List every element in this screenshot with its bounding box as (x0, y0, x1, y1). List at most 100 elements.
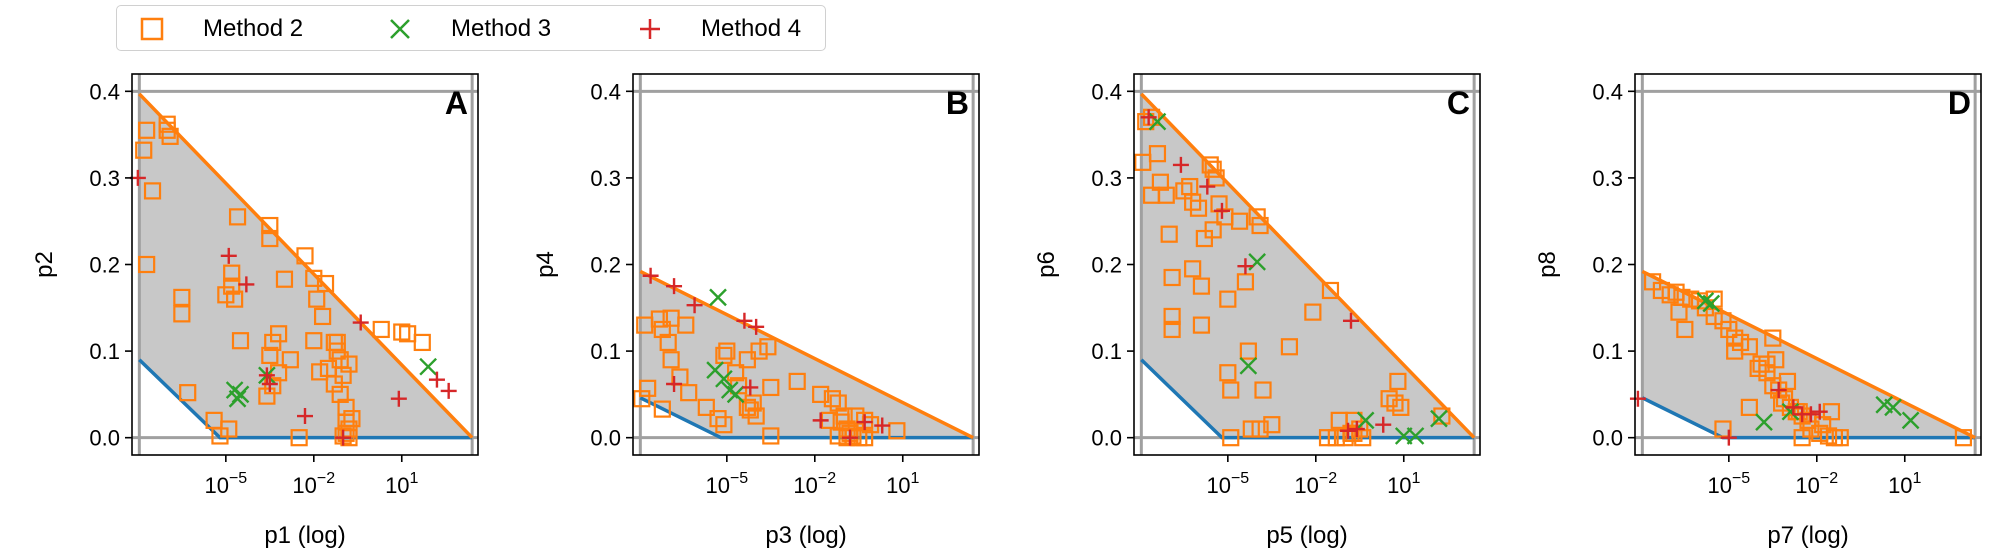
data-point-plus (856, 414, 873, 431)
data-point-square (264, 377, 282, 395)
y-tick-label: 0.0 (89, 426, 120, 451)
data-point-square (741, 401, 759, 419)
legend-item-method-4: Method 4 (637, 6, 801, 52)
data-point-square (1192, 316, 1211, 334)
data-point-square (231, 332, 250, 350)
data-point-square (328, 333, 346, 352)
data-point-square (1204, 221, 1222, 239)
x-axis-label: p7 (log) (1767, 522, 1848, 549)
data-point-plus (874, 417, 891, 434)
data-point-square (1814, 416, 1832, 434)
data-point-plus (1629, 390, 1646, 407)
data-point-square (1726, 329, 1744, 347)
data-point-square (1705, 307, 1723, 326)
data-point-square (393, 323, 411, 341)
data-point-plus (220, 247, 237, 264)
data-point-plus (258, 367, 275, 384)
y-axis-label: p6 (1033, 251, 1060, 278)
y-tick-label: 0.0 (1592, 426, 1623, 451)
data-point-square (223, 277, 241, 295)
data-point-plus (261, 375, 278, 392)
data-point-square (173, 288, 191, 307)
y-axis-label: p8 (1534, 251, 1561, 278)
data-point-square (1773, 394, 1791, 412)
data-point-plus (1811, 403, 1828, 420)
data-point-square (226, 290, 244, 308)
data-point-square (1682, 290, 1700, 308)
legend-label: Method 3 (451, 15, 552, 42)
data-point-square (1778, 372, 1797, 390)
data-point-plus (1785, 399, 1802, 416)
data-point-x (419, 357, 438, 376)
data-point-square (1248, 208, 1266, 226)
data-point-square (331, 385, 349, 403)
legend-label: Method 2 (203, 15, 304, 42)
data-point-square (1676, 320, 1694, 339)
data-point-square (829, 427, 847, 445)
y-tick-label: 0.3 (1592, 166, 1623, 191)
x-marker-icon (390, 19, 410, 39)
data-point-square (1280, 338, 1299, 356)
data-point-plus (1348, 421, 1365, 438)
data-point-plus (440, 382, 457, 399)
data-point-square (1222, 429, 1240, 447)
y-tick-label: 0.4 (590, 79, 621, 104)
data-point-square (823, 390, 841, 408)
y-tick-label: 0.4 (89, 79, 120, 104)
data-point-square (1207, 169, 1225, 187)
chart-panel-c: 0.0 0.1 0.2 0.3 0.4 10−5 10−2 101 p5 (log) p6 C (1033, 73, 1481, 549)
data-point-x (1884, 398, 1902, 417)
data-point-square (337, 424, 355, 442)
data-point-square (1242, 420, 1260, 438)
data-point-square (653, 320, 671, 339)
data-point-square (1758, 355, 1776, 373)
data-point-plus (642, 267, 659, 284)
data-point-square (261, 346, 279, 365)
y-tick-label: 0.3 (1091, 166, 1122, 191)
data-point-square (1195, 229, 1213, 248)
panel-letter: D (1948, 85, 1971, 121)
data-point-square (759, 338, 777, 356)
data-point-x (1406, 427, 1425, 445)
y-tick-label: 0.3 (89, 166, 120, 191)
data-point-square (1184, 193, 1202, 211)
data-point-square (662, 351, 680, 369)
data-point-square (138, 255, 156, 274)
data-point-square (1254, 381, 1272, 399)
x-tick-label: 10−2 (1294, 470, 1337, 498)
data-point-square (135, 141, 153, 159)
data-point-square (1392, 398, 1410, 416)
data-point-plus (390, 390, 407, 407)
data-point-square (1148, 145, 1167, 163)
x-tick-label: 101 (385, 470, 418, 498)
data-point-square (1389, 372, 1407, 390)
data-point-square (1163, 268, 1181, 287)
data-point-square (290, 429, 308, 447)
data-point-square (659, 333, 677, 352)
legend-item-method-2: Method 2 (139, 6, 303, 52)
data-point-square (1160, 225, 1178, 243)
data-point-square (1263, 416, 1281, 434)
y-tick-label: 0.2 (1091, 253, 1122, 278)
data-point-plus (748, 318, 765, 335)
data-point-square (413, 333, 431, 352)
data-point-square (334, 366, 352, 384)
data-point-square (1749, 359, 1767, 378)
data-point-square (1192, 277, 1211, 295)
data-point-square (258, 387, 276, 405)
data-point-square (738, 398, 756, 416)
data-point-square (1386, 394, 1404, 412)
data-point-square (1643, 273, 1662, 291)
data-point-square (261, 229, 279, 248)
y-tick-label: 0.2 (590, 253, 621, 278)
data-point-square (1251, 216, 1269, 235)
data-point-plus (1342, 312, 1359, 329)
data-point-plus (297, 408, 313, 425)
data-point-square (328, 342, 346, 360)
data-point-square (325, 375, 343, 393)
data-point-square (311, 363, 329, 381)
data-point-square (1954, 429, 1973, 447)
data-point-x (726, 385, 745, 404)
data-point-plus (1375, 416, 1392, 433)
